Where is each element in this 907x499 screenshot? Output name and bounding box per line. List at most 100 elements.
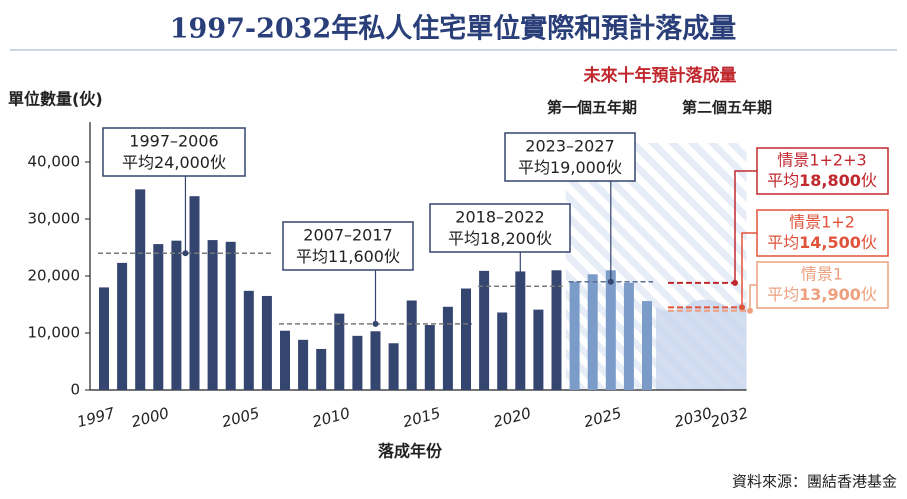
forecast-header: 未來十年預計落成量 [583, 65, 737, 86]
annotation-box [102, 127, 246, 177]
bar [461, 288, 471, 390]
bar [533, 309, 544, 390]
source: 資料來源：團結香港基金 [732, 473, 897, 491]
scenario-part: 18,800 [799, 171, 861, 190]
scenario-part: 13,900 [799, 285, 861, 304]
annotation-part: 平均 [122, 153, 154, 172]
bar [388, 343, 399, 390]
annotation-period: 2018–2022 [455, 208, 544, 227]
y-tick-label: 0 [70, 381, 80, 399]
annotation-part: 平均 [518, 158, 550, 177]
bar [153, 244, 164, 390]
bar [225, 241, 236, 390]
scenario-name: 情景1+2+3 [777, 151, 866, 170]
annotation-period: 1997–2006 [129, 132, 218, 151]
bar [569, 281, 580, 390]
bar [99, 287, 109, 390]
bar [135, 189, 146, 390]
bar [424, 325, 435, 390]
annotation-part: 伙 [536, 229, 552, 248]
annotation-period: 2007–2017 [303, 226, 392, 245]
bar [551, 270, 562, 390]
annotation-period: 2023–2027 [525, 137, 614, 156]
scenario-part: 伙 [861, 233, 877, 252]
scenario-part: 平均 [767, 285, 799, 304]
connector [734, 170, 757, 283]
scenario-average: 平均13,900伙 [767, 285, 877, 304]
x-tick-label: 2000 [129, 404, 171, 431]
average-dot [372, 320, 379, 327]
scenario-part: 平均 [767, 233, 799, 252]
bar [117, 262, 128, 390]
annotation-part: 伙 [606, 158, 622, 177]
scenario-average: 平均18,800伙 [767, 171, 877, 190]
annotation-part: 18,200 [480, 229, 536, 248]
x-tick-label: 1997 [75, 404, 117, 431]
bar [479, 270, 490, 390]
annotation-part: 伙 [210, 153, 226, 172]
annotation-part: 平均 [448, 229, 480, 248]
bar [605, 270, 616, 390]
annotation-average: 平均18,200伙 [448, 229, 552, 248]
scenario-part: 伙 [861, 285, 877, 304]
x-tick-label: 2030 [672, 404, 714, 431]
scenario-part: 平均 [767, 171, 799, 190]
average-dot [182, 250, 189, 257]
annotation-box [504, 132, 636, 182]
bar [334, 313, 345, 390]
annotation-box [429, 203, 571, 253]
x-tick-label: 2005 [220, 404, 262, 431]
annotation-average: 平均19,000伙 [518, 158, 622, 177]
y-tick-label: 40,000 [28, 153, 81, 171]
period-label: 第一個五年期 [547, 99, 637, 117]
annotation-part: 伙 [384, 247, 400, 266]
x-tick-label: 2020 [491, 404, 533, 431]
bar [623, 282, 634, 390]
annotation-part: 平均 [296, 247, 328, 266]
y-tick-label: 10,000 [28, 324, 81, 342]
chart-title: 1997-2032年私人住宅單位實際和預計落成量 [170, 13, 737, 45]
annotation-part: 19,000 [550, 158, 606, 177]
bar [280, 330, 290, 390]
scenario-part: 伙 [861, 171, 877, 190]
scenario-name: 情景1 [801, 265, 843, 284]
x-tick-label: 2015 [401, 404, 443, 431]
x-tick-label: 2025 [582, 404, 624, 431]
bar [261, 295, 272, 390]
scenario-box [756, 209, 889, 257]
scenario-part: 14,500 [799, 233, 861, 252]
x-tick-label: 2032 [709, 404, 751, 431]
annotation-average: 平均24,000伙 [122, 153, 226, 172]
bar [243, 290, 254, 390]
x-axis-label: 落成年份 [378, 442, 443, 461]
annotation-average: 平均11,600伙 [296, 247, 400, 266]
connector [741, 232, 757, 308]
bar [497, 312, 508, 390]
bar [189, 196, 200, 390]
scenario-box [756, 261, 889, 309]
average-dot [517, 283, 524, 290]
period-label: 第二個五年期 [682, 99, 772, 117]
annotation-part: 11,600 [328, 247, 384, 266]
bar [642, 301, 652, 390]
bar [406, 300, 417, 390]
bar [370, 331, 381, 390]
scenario-box [756, 147, 889, 195]
bar [515, 271, 526, 390]
bar [207, 240, 218, 390]
bar [298, 339, 309, 390]
bar [171, 240, 182, 390]
y-tick-label: 20,000 [28, 267, 81, 285]
bar [587, 274, 598, 390]
annotation-box [282, 221, 414, 271]
x-tick-label: 2010 [310, 404, 352, 431]
bar [316, 348, 327, 390]
average-dot [607, 278, 614, 285]
scenario-average: 平均14,500伙 [767, 233, 877, 252]
annotation-part: 24,000 [154, 153, 210, 172]
connector [749, 284, 757, 311]
forecast-haze [656, 299, 747, 390]
bar [352, 335, 363, 390]
y-axis-label: 單位數量(伙) [8, 90, 103, 109]
